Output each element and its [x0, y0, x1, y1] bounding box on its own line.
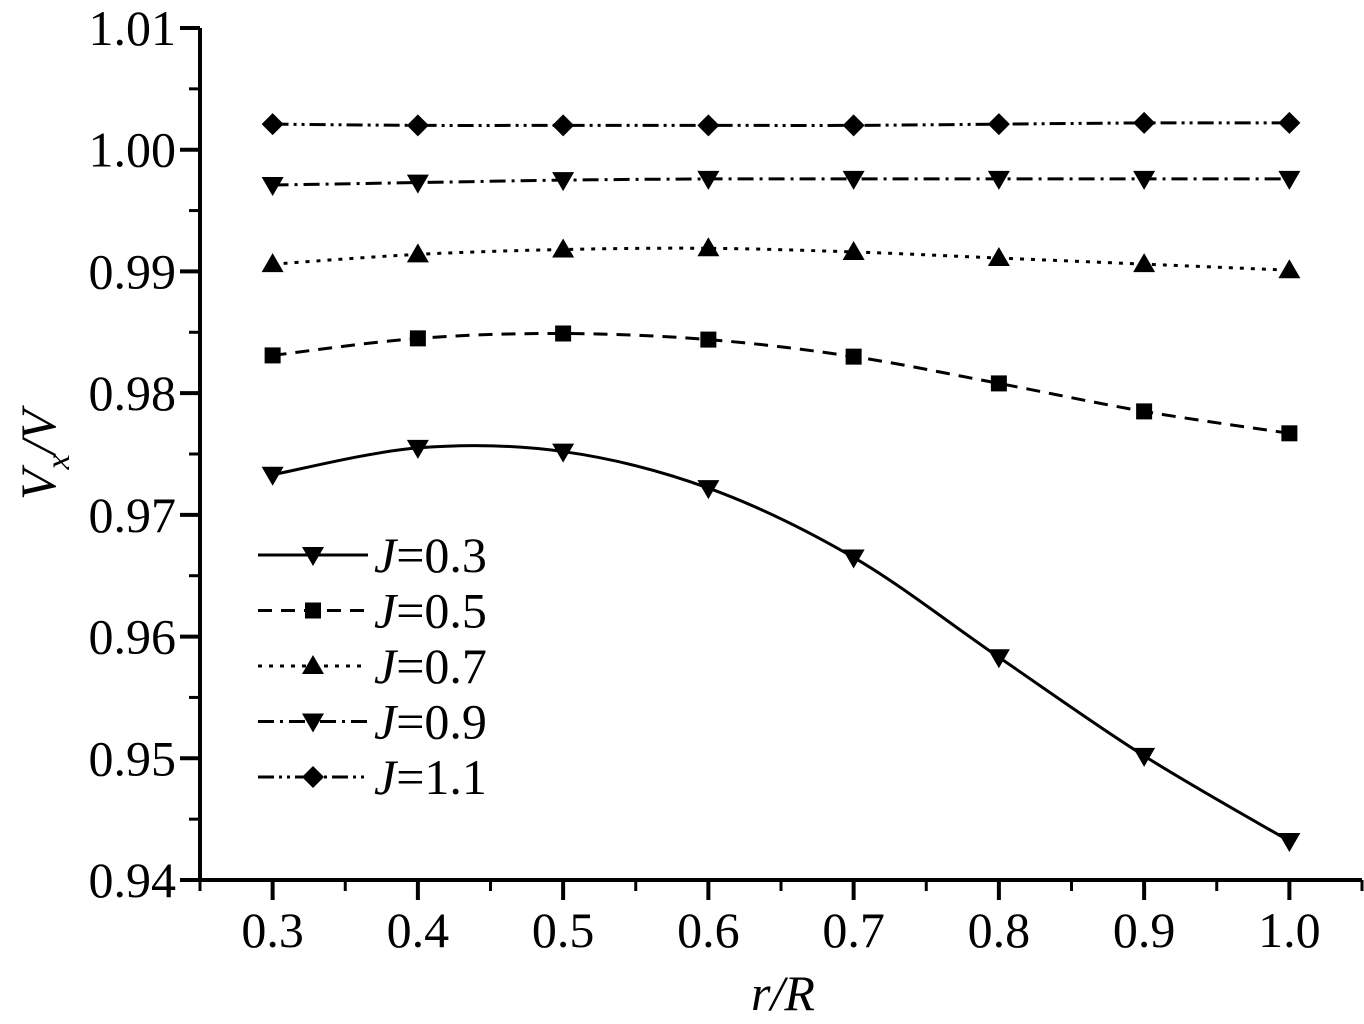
- legend: J=0.3J=0.5J=0.7J=0.9J=1.1: [258, 527, 487, 805]
- series-line-4: [272, 177, 1290, 187]
- data-point-series-3: [1278, 259, 1301, 279]
- x-tick-label: 0.3: [241, 902, 304, 958]
- series-line-2: [272, 331, 1290, 435]
- y-tick-label: 0.99: [89, 243, 177, 299]
- x-tick-label: 0.4: [387, 902, 450, 958]
- x-tick-label: 0.5: [532, 902, 595, 958]
- legend-label-5: J=1.1: [374, 749, 487, 805]
- y-axis-title: Vx/V: [10, 405, 77, 501]
- data-point-series-1: [406, 439, 429, 459]
- legend-marker-3: [302, 655, 324, 674]
- y-tick-label: 0.97: [89, 487, 177, 543]
- legend-label-value: =0.9: [396, 694, 487, 750]
- legend-label-4: J=0.9: [374, 694, 487, 750]
- series-line-5: [272, 121, 1290, 127]
- y-axis-title-subscript: x: [40, 454, 77, 470]
- y-tick-label: 0.98: [89, 365, 177, 421]
- series-markers: [261, 111, 1301, 853]
- data-point-series-1: [987, 649, 1010, 669]
- x-tick-label: 0.7: [822, 902, 885, 958]
- data-point-series-4: [697, 170, 720, 190]
- data-point-series-3: [842, 240, 865, 260]
- legend-marker-5: [302, 766, 324, 788]
- legend-label-variable: J: [374, 583, 399, 639]
- data-point-series-2: [700, 331, 717, 348]
- data-point-series-4: [1278, 170, 1301, 190]
- y-axis-title-main: V: [10, 464, 66, 500]
- data-point-series-1: [1133, 747, 1156, 767]
- data-point-series-1: [1278, 833, 1301, 853]
- data-point-series-4: [261, 177, 284, 197]
- data-point-series-2: [845, 348, 862, 365]
- y-tick-label: 1.01: [89, 0, 177, 56]
- data-point-series-3: [261, 253, 284, 273]
- data-point-series-4: [1133, 170, 1156, 190]
- data-point-series-3: [987, 247, 1010, 267]
- y-tick-label: 1.00: [89, 122, 177, 178]
- x-tick-label: 0.6: [677, 902, 740, 958]
- data-point-series-4: [552, 172, 575, 192]
- legend-marker-2: [305, 602, 321, 619]
- data-point-series-2: [264, 347, 281, 364]
- data-point-series-5: [1133, 111, 1156, 134]
- series-line-3: [272, 246, 1290, 272]
- y-tick-label: 0.95: [89, 730, 177, 786]
- data-point-series-5: [552, 114, 575, 137]
- legend-label-value: =0.7: [396, 638, 487, 694]
- data-point-series-3: [697, 237, 720, 257]
- data-point-series-1: [261, 466, 284, 486]
- data-point-series-2: [409, 330, 426, 347]
- legend-marker-1: [302, 547, 324, 566]
- x-tick-label: 0.9: [1113, 902, 1176, 958]
- data-point-series-4: [842, 170, 865, 190]
- data-point-series-3: [406, 243, 429, 263]
- legend-label-variable: J: [374, 638, 399, 694]
- data-point-series-1: [842, 549, 865, 569]
- legend-marker-4: [302, 713, 324, 733]
- x-tick-label: 0.8: [968, 902, 1031, 958]
- legend-label-3: J=0.7: [374, 638, 487, 694]
- legend-label-value: =0.5: [396, 583, 487, 639]
- data-point-series-2: [990, 375, 1007, 392]
- legend-label-value: =1.1: [396, 749, 487, 805]
- series-lines: [272, 121, 1291, 843]
- data-point-series-2: [555, 325, 572, 342]
- data-point-series-5: [842, 114, 865, 137]
- legend-label-variable: J: [374, 749, 399, 805]
- series-line-1: [272, 444, 1291, 843]
- y-axis-title-tail: /V: [10, 405, 66, 458]
- data-point-series-3: [1133, 253, 1156, 273]
- legend-label-2: J=0.5: [374, 583, 487, 639]
- x-tick-label: 1.0: [1258, 902, 1321, 958]
- data-point-series-3: [552, 238, 575, 258]
- y-tick-label: 0.94: [89, 852, 177, 908]
- data-point-series-5: [1278, 111, 1301, 134]
- data-point-series-5: [697, 114, 720, 137]
- legend-label-variable: J: [374, 527, 399, 583]
- legend-label-value: =0.3: [396, 527, 487, 583]
- data-point-series-4: [406, 174, 429, 194]
- legend-label-variable: J: [374, 694, 399, 750]
- data-point-series-1: [552, 443, 575, 463]
- legend-label-1: J=0.3: [374, 527, 487, 583]
- data-point-series-5: [261, 113, 284, 136]
- y-tick-label: 0.96: [89, 609, 177, 665]
- data-point-series-5: [987, 113, 1010, 136]
- data-point-series-4: [987, 170, 1010, 190]
- data-point-series-1: [697, 480, 720, 500]
- axis-titles: r/R Vx/V: [10, 405, 815, 1021]
- axes: 0.94 0.95 0.96 0.97 0.98 0.99 1.00 1.01 0.3 0.4 0.…: [89, 0, 1364, 958]
- data-point-series-2: [1136, 403, 1153, 420]
- x-axis-title: r/R: [751, 965, 815, 1021]
- data-point-series-2: [1281, 425, 1298, 442]
- data-point-series-5: [406, 114, 429, 137]
